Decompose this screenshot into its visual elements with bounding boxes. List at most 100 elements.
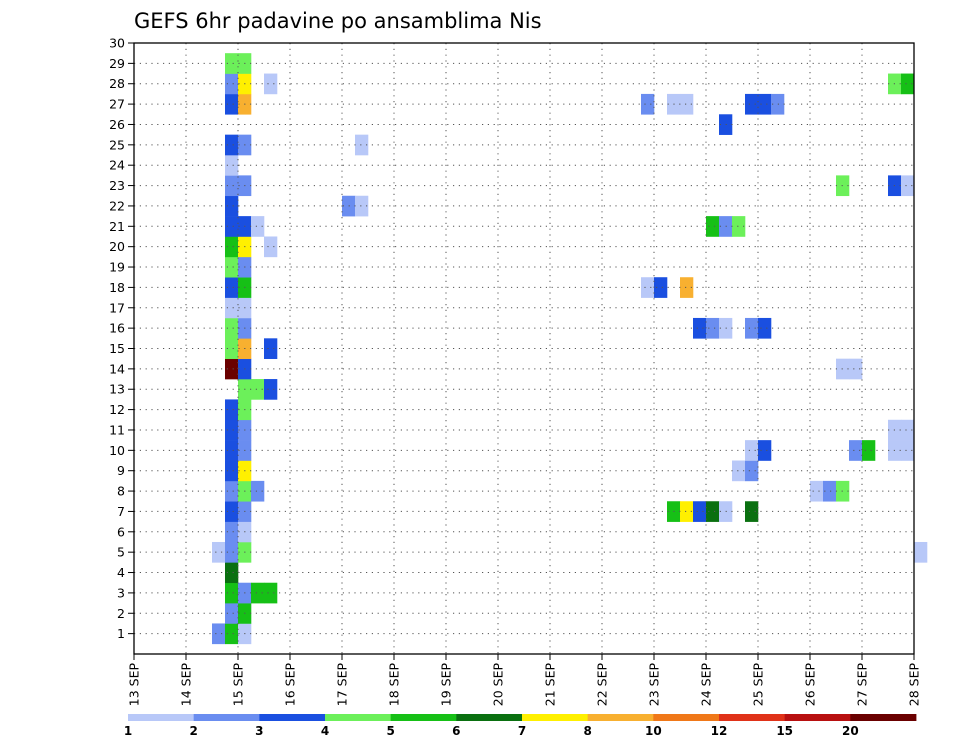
heatmap-cell <box>225 399 239 421</box>
heatmap-cell <box>901 419 915 441</box>
y-tick-label: 19 <box>109 260 125 275</box>
y-tick-label: 18 <box>109 280 125 295</box>
x-tick-label: 22 SEP <box>595 663 610 707</box>
heatmap-cell <box>225 541 239 563</box>
colorbar-label: 2 <box>189 724 197 738</box>
heatmap-cell <box>225 256 239 278</box>
y-tick-label: 11 <box>109 422 125 437</box>
heatmap-cell <box>225 460 239 482</box>
colorbar-swatch <box>193 714 260 721</box>
colorbar-label: 15 <box>776 724 793 738</box>
colorbar-swatch <box>522 714 589 721</box>
colorbar-swatch <box>390 714 457 721</box>
heatmap-cell <box>680 501 694 522</box>
heatmap-cell <box>706 317 720 339</box>
colorbar-label: 10 <box>645 724 662 738</box>
heatmap-cell <box>849 358 863 380</box>
heatmap-cell <box>745 501 759 522</box>
x-tick-label: 16 SEP <box>283 663 298 707</box>
x-tick-label: 28 SEP <box>907 663 922 707</box>
y-tick-label: 7 <box>117 504 125 519</box>
colorbar-label: 7 <box>518 724 526 738</box>
colorbar: 1 2 3 4 5 6 7 8 10 12 15 20 <box>124 714 917 738</box>
y-tick-label: 13 <box>109 382 125 397</box>
colorbar-label: 5 <box>386 724 394 738</box>
heatmap-cell <box>225 562 239 584</box>
y-tick-label: 30 <box>109 36 125 51</box>
heatmap-cell <box>641 277 655 298</box>
heatmap-cell <box>251 216 265 237</box>
heatmap-cell <box>225 582 239 604</box>
y-tick-label: 29 <box>109 56 125 71</box>
heatmap-cell <box>901 73 915 95</box>
heatmap-cell <box>264 582 278 604</box>
x-tick-label: 13 SEP <box>127 663 142 707</box>
heatmap-cell <box>680 93 694 115</box>
y-tick-label: 28 <box>109 76 125 91</box>
x-tick-label: 27 SEP <box>855 663 870 707</box>
y-tick-label: 22 <box>109 198 125 213</box>
y-tick-label: 9 <box>117 463 125 478</box>
heatmap-cell <box>264 338 278 359</box>
heatmap-cell <box>225 195 239 217</box>
y-tick-label: 12 <box>109 402 125 417</box>
y-tick-label: 25 <box>109 137 125 152</box>
heatmap-cell <box>225 623 239 645</box>
x-tick-label: 20 SEP <box>491 663 506 707</box>
grid-lines <box>134 43 914 654</box>
heatmap-cell <box>745 460 759 482</box>
heatmap-cell <box>732 460 746 482</box>
y-tick-label: 17 <box>109 300 125 315</box>
heatmap-cell <box>225 297 239 319</box>
colorbar-swatch <box>587 714 654 721</box>
heatmap-cell <box>225 134 239 156</box>
y-tick-label: 15 <box>109 341 125 356</box>
y-tick-label: 4 <box>117 565 125 580</box>
heatmap-cell <box>862 440 876 461</box>
heatmap-cell <box>225 175 239 197</box>
heatmap-cell <box>225 277 239 298</box>
heatmap-cell <box>225 480 239 502</box>
heatmap-cell <box>849 440 863 461</box>
heatmap-cell <box>251 480 265 502</box>
heatmap-cell <box>225 521 239 543</box>
heatmap-cell <box>745 440 759 461</box>
heatmap-cell <box>771 93 785 115</box>
heatmap-cell <box>225 216 239 237</box>
heatmap-cell <box>732 216 746 237</box>
heatmap-cell <box>355 134 369 156</box>
heatmap-cell <box>758 440 772 461</box>
colorbar-swatch <box>784 714 851 721</box>
heatmap-cell <box>680 277 694 298</box>
heatmap-cell <box>758 317 772 339</box>
x-tick-label: 25 SEP <box>751 663 766 707</box>
colorbar-label: 8 <box>583 724 591 738</box>
heatmap-cell <box>225 419 239 441</box>
y-tick-label: 24 <box>109 158 125 173</box>
y-tick-label: 20 <box>109 239 125 254</box>
x-tick-label: 15 SEP <box>231 663 246 707</box>
y-tick-label: 26 <box>109 117 125 132</box>
heatmap-cell <box>264 379 278 400</box>
colorbar-label: 4 <box>321 724 329 738</box>
y-tick-label: 14 <box>109 361 125 376</box>
heatmap-cell <box>225 358 239 380</box>
colorbar-swatch <box>325 714 392 721</box>
heatmap-cell <box>901 175 915 197</box>
heatmap-cell <box>251 582 265 604</box>
y-tick-label: 6 <box>117 524 125 539</box>
x-tick-label: 17 SEP <box>335 663 350 707</box>
y-tick-label: 8 <box>117 484 125 499</box>
colorbar-swatch <box>456 714 523 721</box>
heatmap-cell <box>706 501 720 522</box>
heatmap-cell <box>264 236 278 258</box>
y-tick-label: 21 <box>109 219 125 234</box>
y-axis: 1234567891011121314151617181920212223242… <box>109 36 134 641</box>
colorbar-swatch <box>259 714 326 721</box>
colorbar-label: 6 <box>452 724 460 738</box>
x-tick-label: 23 SEP <box>647 663 662 707</box>
heatmap-cell <box>901 440 915 461</box>
x-tick-label: 21 SEP <box>543 663 558 707</box>
heatmap-cell <box>641 93 655 115</box>
heatmap-cell <box>745 317 759 339</box>
